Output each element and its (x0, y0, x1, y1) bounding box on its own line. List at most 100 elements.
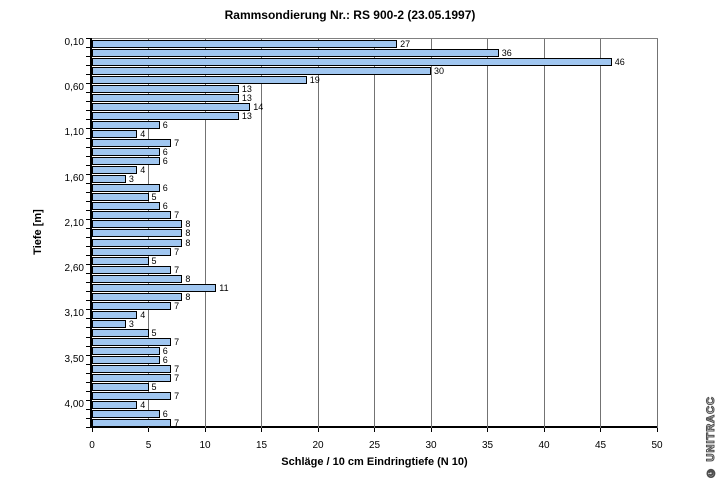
bar-row-23 (92, 238, 183, 247)
bar-row-27 (92, 274, 183, 283)
x-axis-tick (91, 428, 93, 432)
bar-value-label: 36 (501, 47, 512, 58)
y-axis-tick (86, 237, 90, 238)
y-axis-tick (86, 228, 90, 229)
y-axis-tick (86, 373, 90, 374)
bar-row-38 (92, 374, 172, 383)
x-tick-label-35: 35 (481, 440, 494, 451)
bar-row-40 (92, 392, 172, 401)
bar-row-25 (92, 256, 149, 265)
bar-value-label: 7 (174, 300, 180, 311)
y-axis-tick (86, 282, 90, 283)
bar-row-12 (92, 139, 172, 147)
bar-row-2 (92, 48, 499, 57)
bar-value-label: 13 (241, 83, 252, 94)
y-axis-tick (86, 56, 90, 57)
bar-value-label: 7 (174, 418, 180, 429)
x-tick-label-5: 5 (145, 440, 152, 451)
gridline-x-25 (374, 39, 375, 428)
x-tick-label-15: 15 (255, 440, 268, 451)
y-axis-tick (86, 110, 90, 111)
y-axis-tick (86, 65, 90, 66)
x-axis-tick (261, 428, 262, 432)
y-axis-tick (86, 128, 90, 129)
y-axis-tick (86, 165, 90, 166)
bar-row-34 (92, 338, 172, 347)
bar-row-15 (92, 166, 138, 175)
bar-value-label: 6 (162, 156, 168, 167)
bar-row-16 (92, 175, 126, 184)
bar-row-32 (92, 319, 126, 328)
y-axis-tick (86, 346, 90, 347)
x-tick-label-45: 45 (594, 440, 607, 451)
bar-row-33 (92, 328, 149, 337)
bar-row-36 (92, 356, 160, 365)
bar-row-7 (92, 93, 239, 102)
bar-row-14 (92, 157, 160, 166)
x-axis-tick (148, 428, 149, 432)
bar-row-22 (92, 229, 183, 238)
bar-row-28 (92, 283, 217, 292)
gridline-x-35 (487, 39, 488, 428)
y-tick-label-2,10: 2,10 (64, 217, 84, 229)
y-tick-label-1,10: 1,10 (64, 127, 84, 139)
y-axis-tick (86, 47, 90, 48)
bar-row-9 (92, 111, 239, 120)
y-axis-tick (86, 219, 90, 220)
bar-row-31 (92, 310, 138, 319)
bar-value-label: 7 (174, 373, 180, 384)
bar-value-label: 46 (614, 56, 625, 67)
y-axis-tick (86, 409, 90, 410)
y-axis-tick (86, 273, 90, 274)
bar-value-label: 8 (185, 291, 191, 302)
bar-row-6 (92, 84, 239, 93)
y-axis-tick (86, 327, 90, 328)
bar-value-label: 4 (140, 309, 146, 320)
bar-value-label: 6 (162, 119, 168, 130)
gridline-x-50 (656, 39, 658, 428)
y-tick-label-0,10: 0,10 (64, 37, 84, 49)
x-tick-label-50: 50 (651, 440, 663, 451)
y-axis-tick (86, 83, 90, 84)
bar-value-label: 6 (162, 183, 168, 194)
x-axis-tick (204, 428, 206, 432)
y-axis-tick (86, 391, 90, 392)
y-tick-label-0,60: 0,60 (64, 82, 84, 94)
y-axis-tick (86, 38, 90, 39)
bar-row-26 (92, 265, 172, 274)
x-tick-label-25: 25 (368, 440, 381, 451)
y-axis-tick (86, 210, 90, 211)
y-axis-tick (86, 300, 90, 301)
y-axis-tick (86, 382, 90, 383)
y-axis-tick (86, 92, 90, 93)
y-axis-tick (86, 309, 90, 310)
bar-value-label: 30 (434, 65, 445, 76)
bar-row-18 (92, 193, 149, 202)
bar-value-label: 8 (185, 237, 191, 248)
y-axis-tick (86, 264, 90, 265)
watermark-copyright: © UNITRACC (705, 395, 718, 479)
y-axis-tick (86, 174, 90, 175)
y-tick-label-2,60: 2,60 (64, 263, 84, 275)
bar-value-label: 4 (140, 165, 146, 176)
x-axis-tick (656, 428, 658, 432)
bar-row-35 (92, 347, 160, 356)
bar-value-label: 7 (174, 264, 180, 275)
bar-value-label: 6 (162, 346, 168, 357)
x-axis-tick (600, 428, 601, 432)
y-axis-tick (86, 355, 90, 356)
y-axis-tick (86, 101, 90, 102)
y-axis-tick (86, 183, 90, 184)
x-axis-tick (487, 428, 488, 432)
bar-value-label: 3 (128, 318, 134, 329)
bar-value-label: 4 (140, 128, 146, 139)
bar-value-label: 6 (162, 409, 168, 420)
bar-value-label: 8 (185, 219, 191, 230)
y-axis-tick (86, 255, 90, 256)
bar-row-21 (92, 220, 183, 229)
x-axis-tick (317, 428, 319, 432)
chart-title: Rammsondierung Nr.: RS 900-2 (23.05.1997… (224, 8, 476, 22)
bar-value-label: 14 (253, 101, 264, 112)
y-axis-title: Tiefe [m] (32, 209, 44, 255)
bar-value-label: 3 (128, 174, 134, 185)
